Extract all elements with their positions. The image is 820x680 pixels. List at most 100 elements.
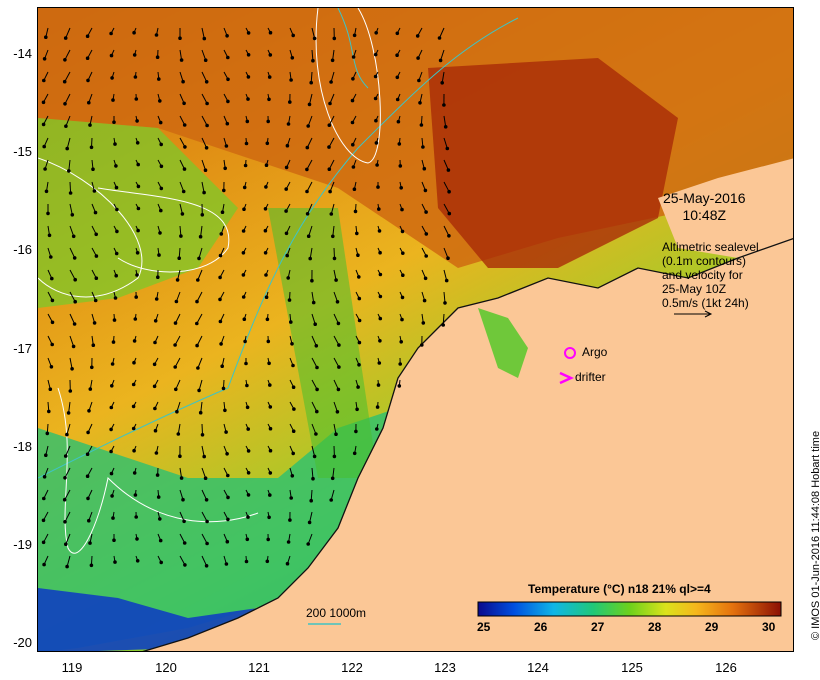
- velocity-vector-head: [133, 493, 138, 497]
- velocity-vector-head: [268, 30, 273, 35]
- velocity-vector: [443, 181, 450, 192]
- velocity-vector-head: [423, 276, 428, 281]
- velocity-vector: [69, 357, 73, 369]
- velocity-vector-head: [41, 100, 46, 105]
- velocity-vector-head: [397, 384, 402, 388]
- velocity-vector-head: [286, 122, 291, 126]
- velocity-vector-head: [109, 31, 113, 36]
- velocity-vector-head: [374, 31, 379, 35]
- velocity-vector-head: [198, 410, 203, 415]
- velocity-vector: [65, 445, 71, 457]
- velocity-vector-head: [246, 97, 250, 101]
- velocity-vector-head: [113, 560, 117, 564]
- y-tick-label: -15: [13, 144, 32, 159]
- velocity-vector: [64, 93, 71, 105]
- velocity-vector-head: [110, 76, 114, 80]
- velocity-vector-head: [42, 496, 46, 501]
- velocity-vector-head: [443, 301, 447, 305]
- velocity-vector-head: [197, 388, 201, 393]
- velocity-vector-head: [178, 454, 182, 459]
- velocity-vector-head: [357, 296, 362, 301]
- velocity-vector-head: [109, 405, 114, 410]
- velocity-vector-head: [447, 211, 452, 216]
- velocity-vector-head: [268, 383, 272, 387]
- velocity-vector-head: [50, 320, 55, 325]
- velocity-vector-head: [375, 405, 380, 409]
- velocity-vector-head: [112, 120, 116, 124]
- velocity-vector-head: [264, 295, 269, 300]
- velocity-vector-head: [219, 232, 224, 236]
- velocity-vector-head: [110, 384, 114, 388]
- velocity-vector-head: [335, 410, 340, 414]
- velocity-vector-head: [223, 166, 227, 171]
- velocity-vector-head: [157, 253, 161, 257]
- velocity-vector-head: [73, 277, 78, 282]
- velocity-vector-head: [62, 79, 67, 84]
- velocity-vector-head: [357, 318, 362, 323]
- velocity-vector-head: [159, 560, 163, 565]
- velocity-vector-head: [415, 34, 420, 38]
- velocity-vector-head: [63, 476, 67, 480]
- velocity-vector-head: [378, 272, 383, 277]
- velocity-vector-head: [288, 100, 292, 104]
- velocity-vector-head: [135, 559, 140, 563]
- velocity-vector: [196, 291, 203, 302]
- velocity-vector: [201, 137, 208, 149]
- velocity-vector-head: [220, 210, 225, 214]
- y-tick-label: -19: [13, 537, 32, 552]
- velocity-vector-head: [70, 213, 75, 217]
- velocity-vector-head: [395, 53, 399, 58]
- velocity-vector-head: [180, 212, 185, 216]
- velocity-vector-head: [226, 495, 230, 500]
- velocity-vector-head: [204, 146, 209, 150]
- velocity-vector-head: [220, 364, 224, 369]
- velocity-vector-head: [416, 56, 420, 60]
- velocity-vector-head: [48, 387, 53, 392]
- velocity-vector-head: [205, 541, 209, 546]
- velocity-vector-head: [42, 562, 46, 567]
- velocity-vector-head: [351, 55, 356, 59]
- velocity-vector-head: [195, 299, 199, 304]
- cool-water-patch: [38, 118, 238, 308]
- hot-water-region: [428, 58, 678, 268]
- velocity-vector-head: [267, 515, 271, 520]
- image-datetime: 25-May-2016 10:48Z: [663, 190, 746, 224]
- sealevel-contour: [97, 187, 230, 273]
- velocity-vector-head: [242, 317, 247, 322]
- velocity-vector: [201, 27, 205, 39]
- map-frame[interactable]: [37, 7, 794, 652]
- velocity-vector-head: [401, 273, 405, 278]
- drifter-marker: [559, 371, 575, 385]
- velocity-vector-head: [352, 451, 357, 456]
- velocity-vector-head: [195, 321, 199, 326]
- velocity-vector-head: [72, 322, 77, 326]
- velocity-vector-head: [47, 233, 52, 238]
- velocity-vector-head: [312, 454, 317, 459]
- velocity-vector-head: [158, 231, 162, 235]
- velocity-vector-head: [284, 231, 289, 236]
- velocity-vector: [201, 423, 203, 435]
- velocity-vector: [64, 511, 71, 523]
- altimetry-line: 25-May 10Z: [662, 282, 727, 296]
- velocity-vector-head: [218, 319, 223, 324]
- velocity-vector-head: [175, 278, 180, 282]
- velocity-vector-head: [287, 298, 292, 302]
- velocity-vector-head: [399, 186, 404, 190]
- velocity-vector-head: [291, 33, 295, 38]
- velocity-vector-head: [378, 250, 382, 255]
- velocity-vector-head: [226, 55, 230, 60]
- altimetry-line: (0.1m contours): [662, 254, 747, 268]
- velocity-vector-head: [268, 448, 273, 453]
- velocity-vector-head: [173, 343, 177, 347]
- velocity-vector-head: [334, 432, 338, 437]
- velocity-vector-head: [356, 385, 360, 389]
- velocity-vector-head: [291, 429, 296, 434]
- velocity-vector-head: [315, 365, 319, 370]
- velocity-vector-head: [157, 77, 161, 81]
- velocity-vector-head: [290, 474, 295, 478]
- velocity-vector-head: [92, 321, 97, 325]
- velocity-vector-head: [327, 123, 332, 127]
- velocity-vector-head: [63, 102, 67, 106]
- velocity-vector-head: [246, 75, 251, 79]
- velocity-vector-head: [154, 451, 159, 455]
